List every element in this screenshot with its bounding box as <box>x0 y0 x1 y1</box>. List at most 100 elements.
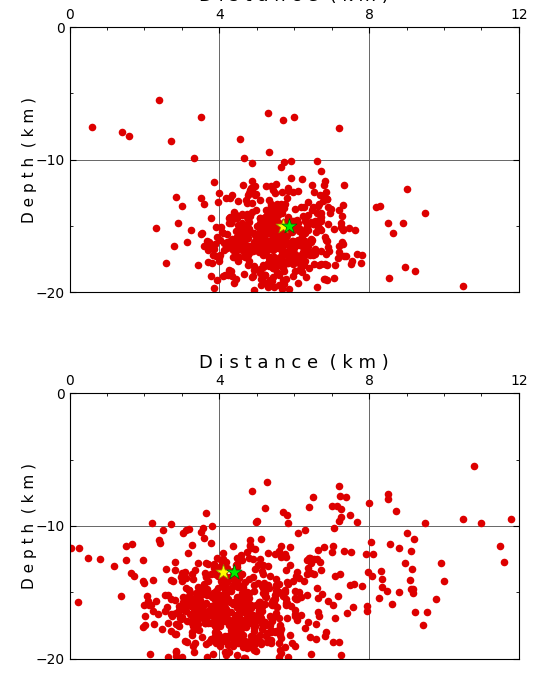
Point <box>218 595 226 606</box>
Point <box>302 271 310 282</box>
Point <box>278 221 287 232</box>
Point <box>282 246 291 257</box>
Point <box>330 224 338 235</box>
Point <box>272 574 280 585</box>
Point <box>287 172 295 183</box>
Point <box>266 611 274 622</box>
Point <box>308 235 317 246</box>
Point <box>275 219 284 230</box>
Point <box>214 629 223 640</box>
Point <box>334 591 342 602</box>
Point <box>223 631 232 642</box>
Point <box>304 502 313 513</box>
Point <box>155 94 164 105</box>
Point <box>303 589 312 600</box>
Point <box>280 257 288 268</box>
Point <box>235 631 243 642</box>
Point <box>278 246 287 257</box>
Point <box>256 629 264 640</box>
Point <box>236 242 244 253</box>
Point <box>299 238 307 249</box>
Point <box>314 545 323 556</box>
Point <box>243 605 252 616</box>
Point <box>410 534 418 545</box>
Point <box>254 578 262 589</box>
Point <box>421 208 430 219</box>
Point <box>249 586 258 597</box>
Point <box>238 208 247 219</box>
Point <box>201 568 210 579</box>
Point <box>202 639 210 650</box>
Point <box>210 558 218 569</box>
Point <box>384 494 392 505</box>
Point <box>202 651 211 662</box>
Point <box>213 611 222 622</box>
Point <box>198 522 207 533</box>
Point <box>256 227 264 238</box>
Point <box>238 636 246 646</box>
Point <box>353 516 361 527</box>
Point <box>248 271 257 282</box>
Point <box>276 620 285 631</box>
Point <box>187 616 195 627</box>
Point <box>276 629 285 640</box>
Point <box>241 240 250 251</box>
Point <box>208 521 216 532</box>
Point <box>324 219 333 230</box>
Point <box>240 595 249 606</box>
Point <box>195 586 203 597</box>
Point <box>209 611 217 622</box>
Point <box>232 273 240 284</box>
Point <box>234 220 242 231</box>
Point <box>186 225 195 236</box>
Point <box>240 606 248 617</box>
Point <box>264 257 273 268</box>
Point <box>202 507 210 518</box>
Point <box>477 518 486 529</box>
Point <box>282 229 291 240</box>
Point <box>241 606 249 617</box>
Point <box>234 236 242 247</box>
Point <box>395 587 403 598</box>
Point <box>67 543 75 553</box>
Point <box>151 222 160 233</box>
Point <box>265 222 274 233</box>
Point <box>302 555 311 566</box>
Point <box>178 611 186 622</box>
Point <box>240 592 248 603</box>
Point <box>242 209 251 220</box>
Point <box>225 617 233 628</box>
Point <box>314 606 322 617</box>
Point <box>233 638 242 648</box>
Point <box>200 532 209 543</box>
Point <box>259 259 268 270</box>
Point <box>295 225 303 236</box>
Point <box>265 257 274 268</box>
Point <box>221 592 230 603</box>
Point <box>235 615 243 626</box>
Point <box>265 253 273 263</box>
Point <box>313 155 322 166</box>
Point <box>231 612 240 623</box>
Point <box>204 610 212 621</box>
Point <box>245 256 254 267</box>
Point <box>216 621 225 632</box>
Point <box>284 284 293 295</box>
Point <box>264 560 272 571</box>
Point <box>282 509 291 520</box>
Point <box>195 625 203 636</box>
Point <box>329 272 338 283</box>
Point <box>242 586 251 597</box>
Point <box>357 257 365 268</box>
Point <box>275 545 284 556</box>
Point <box>239 180 247 191</box>
Point <box>301 246 309 257</box>
Point <box>265 251 274 262</box>
Point <box>300 247 308 258</box>
Point <box>264 252 273 263</box>
Point <box>236 227 244 238</box>
Point <box>280 202 288 213</box>
Point <box>227 581 236 592</box>
Point <box>219 270 228 281</box>
Point <box>261 503 270 514</box>
